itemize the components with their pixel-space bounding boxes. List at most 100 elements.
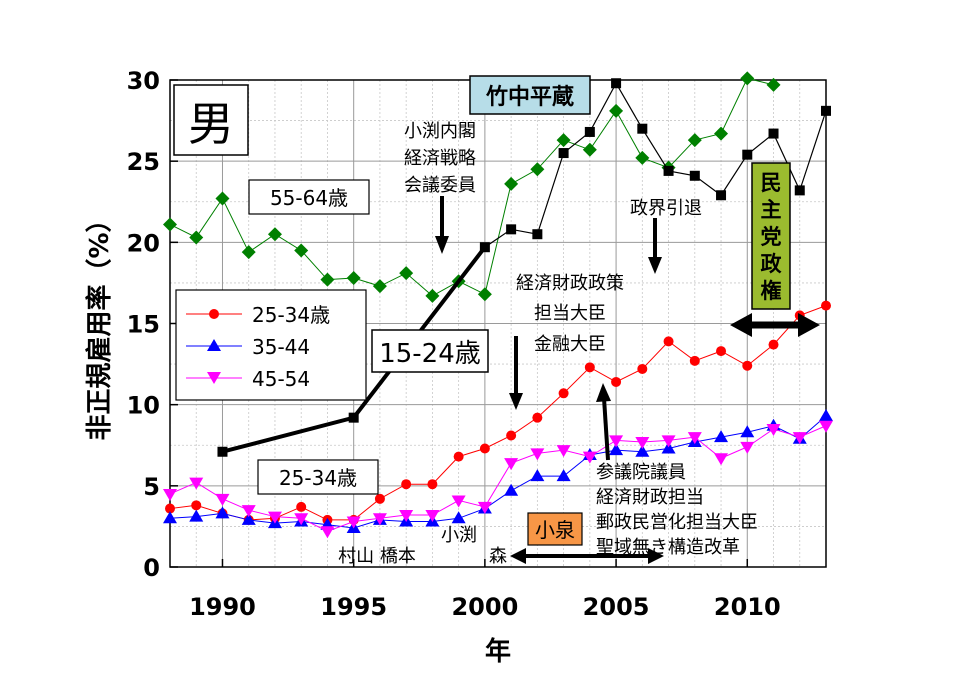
series-point	[451, 495, 466, 508]
obuchi-cabinet-line3: 会議委員	[404, 175, 476, 196]
obuchi-label: 小渕	[441, 525, 477, 546]
series-point	[556, 469, 571, 482]
legend-box	[175, 289, 367, 401]
series-point	[637, 363, 648, 374]
legend-label-45-54: 45-54	[252, 367, 310, 391]
series-point	[451, 511, 466, 524]
series-point	[635, 437, 650, 450]
series-point	[477, 501, 492, 514]
label-25-34: 25-34歳	[279, 466, 357, 490]
series-point	[558, 148, 569, 159]
series-point	[821, 105, 831, 116]
series-point	[401, 479, 412, 490]
series-point	[506, 224, 517, 235]
series-point	[714, 126, 729, 141]
series-point	[372, 513, 387, 526]
series-point	[821, 300, 831, 311]
series-point	[506, 430, 517, 441]
x-axis-label: 年	[485, 636, 511, 667]
series-point	[582, 451, 597, 464]
series-point	[819, 420, 833, 433]
series-point	[504, 483, 519, 496]
sangiin-line2: 経済財政担当	[596, 487, 704, 508]
x-tick-label: 2005	[583, 593, 650, 621]
series-point	[558, 388, 569, 399]
series-point	[532, 412, 543, 423]
series-point	[819, 409, 833, 422]
series-point	[661, 435, 676, 448]
label-55-64: 55-64歳	[270, 186, 348, 210]
series-point	[792, 432, 807, 445]
series-point	[504, 176, 519, 191]
series-point	[532, 229, 543, 240]
axes: 1990 1995 2000 2005 2010 0 5 10 15 20 25 30 年 非正規雇用率（…	[84, 67, 827, 667]
legend-marker-25-34	[209, 309, 219, 319]
legend-label-25-34: 25-34歳	[252, 303, 330, 327]
murayama-hashimoto-label: 村山 橋本	[338, 546, 416, 567]
series-point	[530, 162, 545, 177]
minshu-char1: 民	[761, 171, 782, 195]
obuchi-arrow-head	[435, 236, 449, 254]
series-point	[556, 445, 571, 458]
retire-arrow-head	[648, 257, 662, 274]
y-tick-label: 15	[127, 311, 160, 339]
series-point	[635, 150, 650, 165]
koizumi-arrow-right	[648, 548, 664, 564]
minshu-arrow-left	[730, 313, 752, 337]
series-point	[215, 191, 230, 206]
series-point	[794, 185, 805, 196]
series-point	[267, 227, 282, 242]
keizai-line1: 経済財政政策	[516, 273, 624, 294]
series-point	[609, 443, 624, 456]
series-point	[189, 230, 204, 245]
series-point	[687, 432, 702, 445]
series-point	[504, 458, 519, 471]
series-point	[584, 362, 595, 373]
keizai-arrow-head	[509, 393, 523, 410]
series-point	[689, 355, 700, 366]
series-point	[742, 360, 753, 371]
sangiin-arrow-head	[596, 383, 611, 402]
series-point	[609, 103, 624, 118]
series-point	[530, 448, 545, 461]
series-line-1	[222, 82, 827, 453]
series-point	[217, 446, 228, 457]
keizai-line2: 担当大臣	[534, 303, 606, 324]
series-point	[740, 71, 755, 86]
series-point	[427, 479, 438, 490]
series-point	[241, 245, 256, 260]
series-point	[163, 488, 177, 501]
y-tick-label: 25	[127, 148, 160, 176]
y-tick-label: 5	[143, 473, 160, 501]
series-point	[346, 516, 361, 529]
series-point	[267, 511, 282, 524]
series-point	[479, 242, 490, 253]
x-tick-label: 1990	[189, 593, 256, 621]
series-point	[714, 430, 729, 443]
sangiin-arrow	[602, 397, 610, 461]
x-tick-label: 1995	[320, 593, 387, 621]
series-point	[556, 133, 571, 148]
sangiin-line3: 郵政民営化担当大臣	[596, 512, 758, 533]
minshu-char4: 政	[761, 252, 783, 276]
minshu-box	[751, 162, 791, 310]
title-box	[173, 84, 249, 156]
legend: 25-34歳 35-44 45-54	[175, 289, 367, 401]
series-point	[742, 149, 753, 160]
series-point	[582, 142, 597, 157]
series-point	[740, 441, 755, 454]
sangiin-line1: 参議院議員	[596, 462, 686, 483]
minshu-char3: 党	[761, 225, 782, 249]
series-point	[374, 493, 385, 504]
series-point	[689, 170, 700, 181]
series-point	[163, 217, 177, 232]
series-point	[320, 272, 335, 287]
minshu-char2: 主	[761, 198, 782, 222]
series-point	[241, 505, 256, 518]
koizumi-box	[527, 512, 583, 546]
series-point	[348, 412, 359, 423]
label-25-34-box	[257, 459, 379, 495]
series-point	[661, 441, 676, 454]
series-point	[477, 287, 492, 302]
